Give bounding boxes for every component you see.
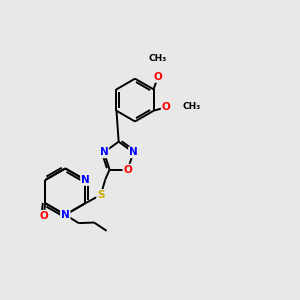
Text: CH₃: CH₃ <box>149 54 167 63</box>
Text: N: N <box>61 210 70 220</box>
Text: O: O <box>162 102 170 112</box>
Text: N: N <box>81 175 90 185</box>
Text: O: O <box>154 72 162 82</box>
Text: O: O <box>123 165 132 175</box>
Text: N: N <box>129 147 138 158</box>
Text: CH₃: CH₃ <box>182 102 200 111</box>
Text: S: S <box>97 190 105 200</box>
Text: N: N <box>100 147 108 158</box>
Text: O: O <box>39 211 48 221</box>
